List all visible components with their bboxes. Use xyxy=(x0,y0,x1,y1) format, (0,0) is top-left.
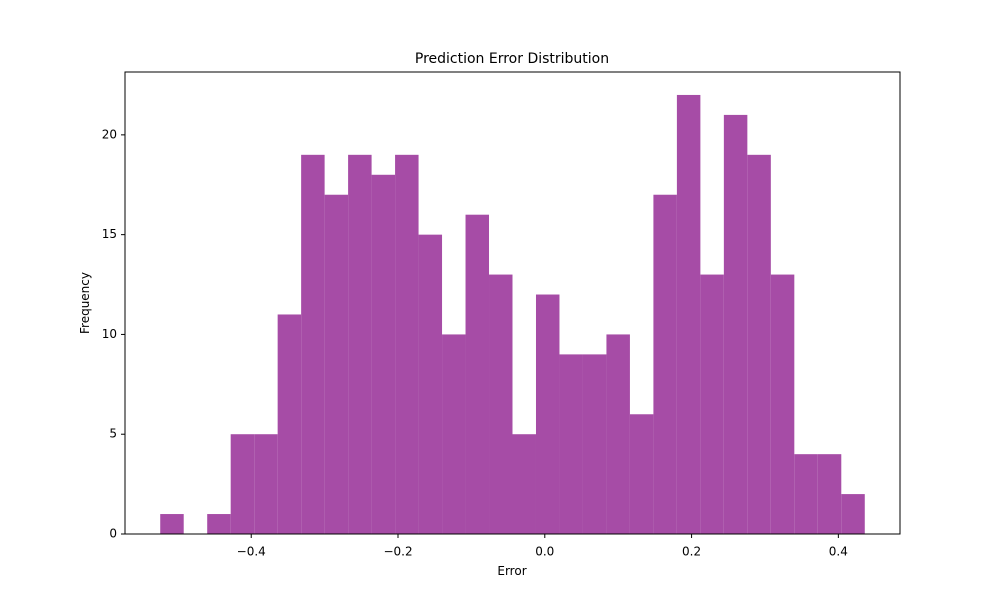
axes-frame xyxy=(124,71,901,535)
bar xyxy=(277,314,302,534)
bar xyxy=(676,94,701,535)
bar xyxy=(442,334,466,534)
bar xyxy=(465,214,490,534)
y-tick-label: 0 xyxy=(109,527,117,541)
y-tick-label: 20 xyxy=(102,127,117,141)
bar xyxy=(371,174,396,535)
chart-title: Prediction Error Distribution xyxy=(415,51,609,67)
bar xyxy=(747,154,771,534)
bar xyxy=(582,354,607,534)
bar xyxy=(348,154,372,534)
x-tick-label: 0.2 xyxy=(682,545,701,559)
bar xyxy=(794,454,818,534)
bar xyxy=(489,274,513,534)
bar xyxy=(207,514,231,534)
y-axis-label: Frequency xyxy=(78,272,92,334)
y-tick-label: 15 xyxy=(102,227,117,241)
bar xyxy=(395,154,419,534)
x-tick-label: 0.4 xyxy=(829,545,848,559)
bar xyxy=(723,114,748,534)
bar xyxy=(418,234,443,534)
bar xyxy=(254,434,278,534)
bar xyxy=(841,494,865,534)
x-tick-label: −0.2 xyxy=(383,545,412,559)
bar xyxy=(324,194,349,534)
x-tick-label: −0.4 xyxy=(237,545,266,559)
bar xyxy=(512,434,536,534)
bar xyxy=(606,334,630,534)
bar xyxy=(301,154,325,534)
bar xyxy=(535,294,560,534)
bar xyxy=(770,274,795,534)
bar xyxy=(230,434,255,534)
bar xyxy=(817,454,842,534)
bar xyxy=(653,194,677,534)
bar xyxy=(700,274,724,534)
bar xyxy=(160,514,184,534)
bar xyxy=(629,414,654,534)
y-tick-label: 10 xyxy=(102,327,117,341)
bar xyxy=(559,354,583,534)
x-axis-label: Error xyxy=(497,564,526,578)
y-tick-label: 5 xyxy=(109,427,117,441)
x-tick-label: 0.0 xyxy=(535,545,554,559)
